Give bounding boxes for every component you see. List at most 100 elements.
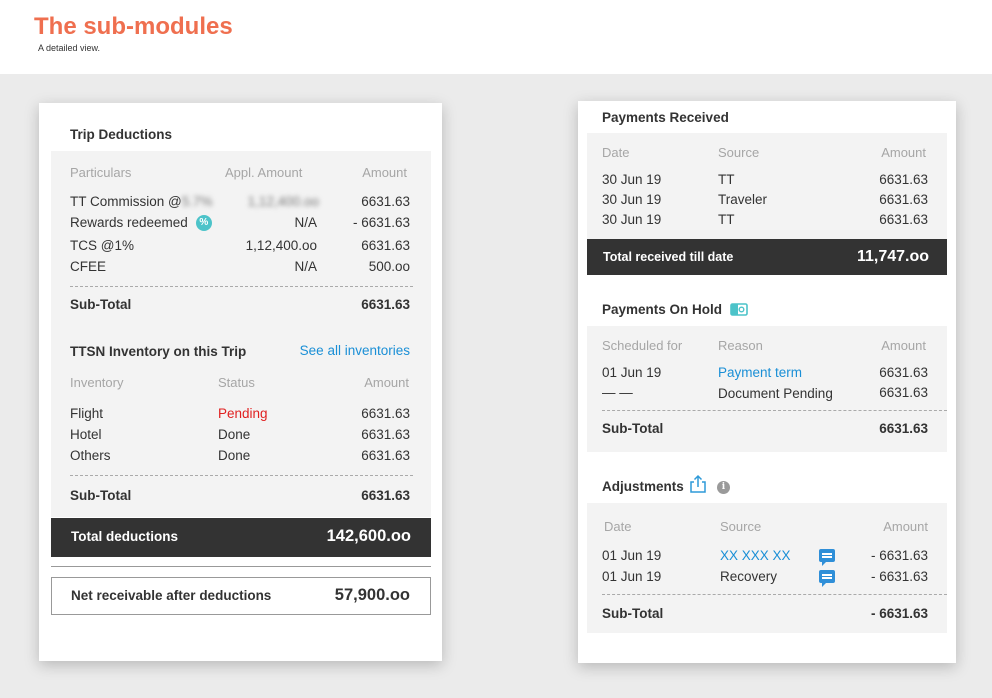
row-date: 01 Jun 19 [602, 548, 662, 563]
row-amount: 6631.63 [361, 427, 410, 442]
row-amount: 6631.63 [361, 448, 410, 463]
payments-received-title: Payments Received [602, 110, 729, 125]
col-header-particulars: Particulars [70, 165, 132, 180]
net-receivable-box: Net receivable after deductions 57,900.o… [51, 577, 431, 615]
status-done: Done [218, 448, 251, 463]
payment-term-link[interactable]: Payment term [718, 365, 803, 380]
divider [602, 410, 947, 411]
share-icon[interactable] [688, 474, 708, 494]
row-amount: 500.oo [368, 259, 410, 274]
col-header-appl-amount: Appl. Amount [225, 165, 303, 180]
payments-on-hold-title: Payments On Hold [602, 302, 748, 317]
row-amount: 6631.63 [361, 238, 410, 253]
page-title: The sub-modules [34, 13, 233, 40]
col-header-amount: Amount [362, 165, 407, 180]
row-date: 30 Jun 19 [602, 212, 662, 227]
row-source: Recovery [720, 569, 778, 584]
adjustments-table [587, 503, 947, 633]
row-amount: 6631.63 [879, 192, 928, 207]
payments-on-hold-table [587, 326, 947, 452]
payments-on-hold-label: Payments On Hold [602, 302, 723, 317]
col-header-amount: Amount [883, 519, 928, 534]
inventory-name: Others [70, 448, 111, 463]
row-date: 30 Jun 19 [602, 172, 662, 187]
net-receivable-label: Net receivable after deductions [71, 588, 272, 603]
divider [70, 286, 413, 287]
adjustments-title: Adjustments [602, 479, 684, 494]
subtotal-value: - 6631.63 [870, 606, 928, 621]
page-header: The sub-modules A detailed view. [0, 0, 992, 74]
particular-label: CFEE [70, 259, 107, 274]
row-appl-amount: N/A [294, 215, 317, 230]
row-amount: - 6631.63 [352, 215, 410, 230]
particular-label: Rewards redeemed [70, 215, 188, 230]
row-source: Traveler [718, 192, 768, 207]
row-amount: 6631.63 [361, 406, 410, 421]
row-date: — — [602, 385, 633, 400]
row-date: 30 Jun 19 [602, 192, 662, 207]
divider [51, 566, 431, 567]
table-row-particular: TT Commission @5.7% [70, 194, 213, 209]
divider [70, 475, 413, 476]
row-appl-amount: N/A [294, 259, 317, 274]
info-icon[interactable]: i [717, 481, 730, 494]
payments-received-table [587, 133, 947, 239]
see-all-inventories-link[interactable]: See all inventories [299, 343, 410, 358]
row-date: 01 Jun 19 [602, 569, 662, 584]
inventory-name: Hotel [70, 427, 102, 442]
col-header-scheduled-for: Scheduled for [602, 338, 683, 353]
page-subtitle: A detailed view. [38, 43, 101, 53]
col-header-inventory: Inventory [70, 375, 124, 390]
row-amount: - 6631.63 [870, 548, 928, 563]
col-header-amount: Amount [881, 145, 926, 160]
col-header-source: Source [718, 145, 760, 160]
percent-badge-icon: % [195, 215, 212, 232]
row-amount: - 6631.63 [870, 569, 928, 584]
row-amount: 6631.63 [879, 385, 928, 400]
trip-deductions-table [51, 151, 431, 327]
trip-deductions-title: Trip Deductions [70, 127, 173, 142]
net-receivable-value: 57,900.oo [334, 586, 410, 604]
comment-icon[interactable] [819, 570, 835, 587]
col-header-reason: Reason [718, 338, 763, 353]
status-pending: Pending [218, 406, 268, 421]
row-amount: 6631.63 [879, 172, 928, 187]
total-received-bar: Total received till date 11,747.oo [587, 239, 947, 275]
payments-card: Payments Received Date Source Amount 30 … [578, 101, 956, 663]
total-received-value: 11,747.oo [856, 248, 929, 265]
row-amount: 6631.63 [879, 212, 928, 227]
col-header-date: Date [604, 519, 632, 534]
row-appl-amount: 1,12,400.oo [245, 238, 317, 253]
row-amount: 6631.63 [879, 365, 928, 380]
total-deductions-bar: Total deductions 142,600.oo [51, 518, 431, 557]
inventory-name: Flight [70, 406, 104, 421]
subtotal-value: 6631.63 [879, 421, 928, 436]
subtotal-value: 6631.63 [361, 488, 410, 503]
col-header-amount: Amount [881, 338, 926, 353]
total-deductions-label: Total deductions [71, 529, 178, 544]
blurred-rate: 5.7% [181, 194, 213, 209]
subtotal-label: Sub-Total [602, 421, 664, 436]
col-header-amount: Amount [364, 375, 409, 390]
col-header-date: Date [602, 145, 630, 160]
col-header-source: Source [720, 519, 762, 534]
comment-icon[interactable] [819, 549, 835, 566]
particular-label: TT Commission @ [70, 194, 182, 209]
row-date: 01 Jun 19 [602, 365, 662, 380]
row-amount: 6631.63 [361, 194, 410, 209]
subtotal-value: 6631.63 [361, 297, 410, 312]
row-source: TT [718, 212, 735, 227]
blurred-appl-amount: 1,12,400.oo [247, 194, 319, 209]
subtotal-label: Sub-Total [602, 606, 664, 621]
cash-icon [729, 303, 748, 316]
particular-label: TCS @1% [70, 238, 134, 253]
col-header-status: Status [218, 375, 255, 390]
total-received-label: Total received till date [603, 250, 734, 264]
deductions-card: Trip Deductions Particulars Appl. Amount… [39, 103, 442, 661]
table-row-particular: Rewards redeemed% [70, 215, 212, 232]
divider [602, 594, 947, 595]
inventory-title: TTSN Inventory on this Trip [70, 344, 247, 359]
status-done: Done [218, 427, 251, 442]
total-deductions-value: 142,600.oo [326, 527, 411, 545]
adjustment-source-link[interactable]: XX XXX XX [720, 548, 791, 563]
